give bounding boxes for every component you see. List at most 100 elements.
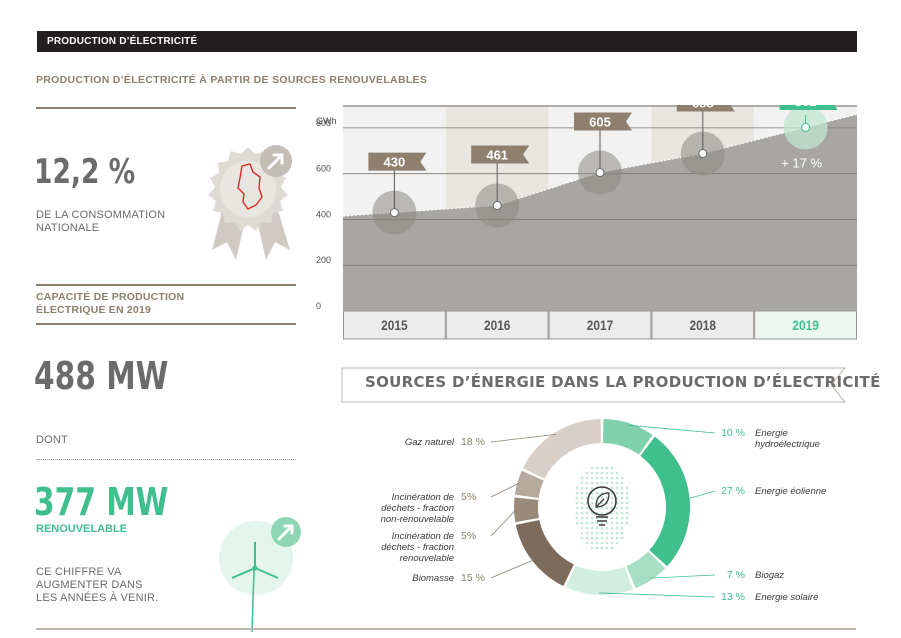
map-dot xyxy=(620,501,624,505)
map-dot xyxy=(580,486,584,490)
section-subtitle: PRODUCTION D’ÉLECTRICITÉ À PARTIR DE SOU… xyxy=(36,74,428,86)
pie-slice-label: déchets - fraction xyxy=(381,503,454,514)
area-series xyxy=(343,114,857,311)
leader-line xyxy=(490,482,520,498)
map-dot xyxy=(605,521,609,525)
growth-annotation: + 17 % xyxy=(781,155,822,170)
map-dot xyxy=(600,541,604,545)
map-dot xyxy=(575,506,579,510)
map-dot xyxy=(610,536,614,540)
data-label: 605 xyxy=(589,115,611,130)
map-dot xyxy=(610,526,614,530)
map-dot xyxy=(605,476,609,480)
map-dot xyxy=(620,486,624,490)
map-dot xyxy=(625,501,629,505)
consumption-label-line1: DE LA CONSOMMATION xyxy=(36,209,166,221)
map-dot xyxy=(585,516,589,520)
map-dot xyxy=(595,476,599,480)
renewable-label: RENOUVELABLE xyxy=(36,523,128,535)
map-dot xyxy=(595,481,599,485)
pie-slice xyxy=(515,519,574,587)
pie-pct-label: 10 % xyxy=(721,427,745,439)
map-dot xyxy=(580,516,584,520)
map-dot xyxy=(610,466,614,470)
map-dot xyxy=(600,511,604,515)
pie-slice xyxy=(626,551,666,589)
map-dot xyxy=(590,501,594,505)
map-dot xyxy=(595,491,599,495)
map-dot xyxy=(585,506,589,510)
map-dot xyxy=(585,536,589,540)
map-dot xyxy=(600,531,604,535)
map-dot xyxy=(620,496,624,500)
map-dot xyxy=(605,541,609,545)
map-dot xyxy=(590,481,594,485)
data-label: 430 xyxy=(384,155,406,170)
map-dot xyxy=(600,521,604,525)
map-dot xyxy=(600,471,604,475)
capacity-total: 488 MW xyxy=(34,354,169,398)
map-dot xyxy=(590,526,594,530)
pie-title: SOURCES D’ÉNERGIE DANS LA PRODUCTION D’É… xyxy=(365,373,881,391)
map-dot xyxy=(600,481,604,485)
value-flag xyxy=(471,145,530,164)
map-dot xyxy=(620,476,624,480)
map-dot xyxy=(600,476,604,480)
map-dot xyxy=(585,521,589,525)
consumption-value: 12,2 % xyxy=(34,152,136,192)
map-dot xyxy=(615,486,619,490)
map-dot xyxy=(610,516,614,520)
map-dot xyxy=(575,496,579,500)
map-dot xyxy=(580,501,584,505)
map-dot xyxy=(575,511,579,515)
map-dot xyxy=(620,511,624,515)
header-bar: PRODUCTION D’ÉLECTRICITÉ xyxy=(37,31,857,52)
data-point xyxy=(492,200,502,210)
consumption-label: DE LA CONSOMMATION NATIONALE xyxy=(36,209,165,235)
pie-slice xyxy=(522,419,601,479)
map-dot xyxy=(615,506,619,510)
pie-slice-label: Incinération de xyxy=(392,531,454,542)
map-dot xyxy=(595,541,599,545)
map-dot xyxy=(610,486,614,490)
x-category-box xyxy=(548,310,652,340)
y-tick-label: 800 xyxy=(316,118,331,128)
map-dot xyxy=(620,506,624,510)
leader-line xyxy=(490,559,535,579)
map-dot xyxy=(575,501,579,505)
map-dot xyxy=(575,521,579,525)
map-dot xyxy=(600,506,604,510)
x-tick-label: 2015 xyxy=(381,317,407,333)
map-dot xyxy=(580,491,584,495)
map-dot xyxy=(615,541,619,545)
map-dot xyxy=(615,476,619,480)
map-dot xyxy=(610,476,614,480)
map-dot xyxy=(585,531,589,535)
value-flag xyxy=(368,152,427,171)
data-point xyxy=(595,168,605,178)
map-dot xyxy=(590,496,594,500)
map-dot xyxy=(575,486,579,490)
pie-title-banner xyxy=(341,367,847,403)
map-dot xyxy=(605,546,609,550)
pie-slice-label: Incinération de xyxy=(392,492,454,503)
map-dot xyxy=(580,496,584,500)
x-category-box xyxy=(651,310,755,340)
map-dot xyxy=(585,476,589,480)
x-tick-label: 2018 xyxy=(690,317,716,333)
divider xyxy=(36,284,296,286)
map-dot xyxy=(610,481,614,485)
x-tick-label: 2019 xyxy=(792,317,818,333)
map-dot xyxy=(590,476,594,480)
map-dot xyxy=(615,491,619,495)
map-dot xyxy=(600,546,604,550)
map-dot xyxy=(580,511,584,515)
map-dot xyxy=(615,516,619,520)
map-dot xyxy=(625,516,629,520)
map-dot xyxy=(590,541,594,545)
map-dot xyxy=(585,481,589,485)
value-flag xyxy=(676,105,735,112)
map-dot xyxy=(600,526,604,530)
data-point xyxy=(801,122,811,132)
